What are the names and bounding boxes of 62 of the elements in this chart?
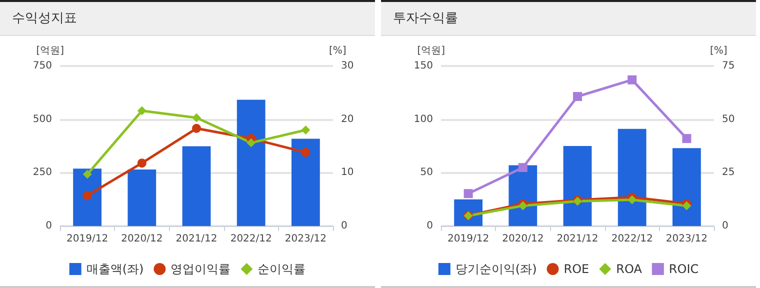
x-tick-label: 2019/12 bbox=[66, 234, 108, 244]
x-tick-label: 2023/12 bbox=[666, 234, 708, 244]
y-tick-label: 50 bbox=[420, 167, 433, 178]
point bbox=[192, 124, 201, 133]
legend-label: 매출액(좌) bbox=[86, 262, 144, 276]
y-tick-label: 0 bbox=[426, 220, 433, 232]
bar bbox=[128, 169, 156, 226]
bar bbox=[292, 138, 320, 226]
bar bbox=[182, 146, 211, 226]
y2-axis-title: [%] bbox=[710, 46, 728, 56]
point bbox=[246, 138, 256, 148]
point bbox=[192, 113, 201, 122]
legend-label: 순이익률 bbox=[258, 262, 306, 276]
point bbox=[682, 134, 692, 144]
bar bbox=[672, 148, 701, 226]
point bbox=[628, 75, 637, 84]
y-tick-label: 750 bbox=[32, 60, 52, 72]
point bbox=[301, 148, 310, 157]
bar bbox=[236, 100, 266, 226]
y2-tick-label: 25 bbox=[722, 167, 735, 178]
point bbox=[82, 170, 92, 179]
point bbox=[137, 106, 146, 116]
y2-tick-label: 75 bbox=[722, 60, 735, 72]
legend-label: 당기순이익(좌) bbox=[455, 262, 537, 276]
y-axis-title: [억원] bbox=[417, 46, 446, 56]
legend-label: ROA bbox=[616, 262, 643, 276]
point bbox=[464, 189, 473, 198]
bar bbox=[73, 168, 102, 226]
x-tick-label: 2021/12 bbox=[556, 234, 598, 244]
chart-title: 투자수익률 bbox=[381, 0, 756, 36]
x-tick-label: 2021/12 bbox=[176, 234, 218, 244]
point bbox=[628, 195, 637, 204]
x-tick-label: 2019/12 bbox=[448, 234, 490, 244]
point bbox=[301, 126, 310, 134]
point bbox=[82, 191, 92, 200]
point bbox=[518, 163, 528, 172]
x-tick-label: 2020/12 bbox=[121, 234, 163, 244]
y-axis-title: [억원] bbox=[36, 46, 64, 56]
y2-tick-label: 0 bbox=[722, 220, 728, 232]
y2-tick-label: 10 bbox=[341, 167, 354, 178]
bar bbox=[563, 146, 592, 226]
y2-tick-label: 0 bbox=[341, 220, 348, 232]
x-tick-label: 2020/12 bbox=[502, 234, 544, 244]
legend-label: ROIC bbox=[668, 262, 699, 276]
y-tick-label: 500 bbox=[32, 114, 52, 125]
chart-title: 수익성지표 bbox=[0, 0, 375, 36]
x-tick-label: 2023/12 bbox=[284, 234, 326, 244]
y-tick-label: 250 bbox=[32, 167, 52, 178]
y-tick-label: 150 bbox=[414, 60, 433, 72]
y2-axis-title: [%] bbox=[329, 46, 346, 56]
point bbox=[573, 92, 582, 102]
y2-tick-label: 30 bbox=[341, 60, 354, 72]
x-tick-label: 2022/12 bbox=[230, 234, 272, 244]
point bbox=[137, 158, 146, 168]
bar bbox=[618, 128, 646, 226]
x-tick-label: 2022/12 bbox=[611, 234, 653, 244]
legend-label: 영업이익률 bbox=[170, 262, 231, 276]
legend-label: ROE bbox=[564, 262, 590, 276]
y-tick-label: 100 bbox=[414, 114, 433, 125]
y2-tick-label: 20 bbox=[341, 114, 354, 125]
y2-tick-label: 50 bbox=[722, 114, 735, 125]
y-tick-label: 0 bbox=[46, 220, 52, 232]
